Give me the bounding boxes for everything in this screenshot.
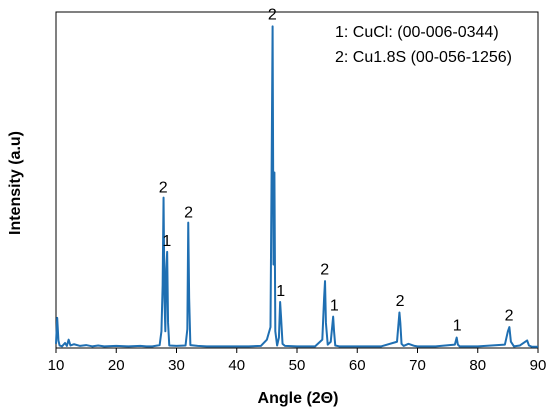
peak-label: 1 xyxy=(453,317,462,334)
x-tick-label: 60 xyxy=(349,357,366,374)
x-tick-label: 50 xyxy=(289,357,306,374)
peak-label: 2 xyxy=(320,261,329,278)
x-tick-label: 30 xyxy=(168,357,185,374)
peak-label: 2 xyxy=(159,180,168,197)
legend-entry-1: 1: CuCl: (00-006-0344) xyxy=(335,24,499,41)
x-axis-title: Angle (2Θ) xyxy=(258,390,339,407)
peak-label: 2 xyxy=(268,7,277,24)
peak-label: 2 xyxy=(505,307,514,324)
peak-label: 1 xyxy=(276,283,285,300)
peak-label: 1 xyxy=(162,233,171,250)
x-tick-label: 70 xyxy=(409,357,426,374)
legend-entry-2: 2: Cu1.8S (00-056-1256) xyxy=(335,49,512,66)
peak-label: 2 xyxy=(184,205,193,222)
legend: 1: CuCl: (00-006-0344) 2: Cu1.8S (00-056… xyxy=(335,24,512,66)
x-tick-label: 40 xyxy=(228,357,245,374)
x-tick-label: 90 xyxy=(530,357,547,374)
y-axis-title: Intensity (a.u) xyxy=(7,131,24,235)
x-tick-label: 10 xyxy=(48,357,65,374)
x-tick-label: 20 xyxy=(108,357,125,374)
x-tick-label: 80 xyxy=(469,357,486,374)
peak-label: 1 xyxy=(330,297,339,314)
series-line-1 xyxy=(55,25,538,348)
peak-label: 2 xyxy=(396,293,405,310)
